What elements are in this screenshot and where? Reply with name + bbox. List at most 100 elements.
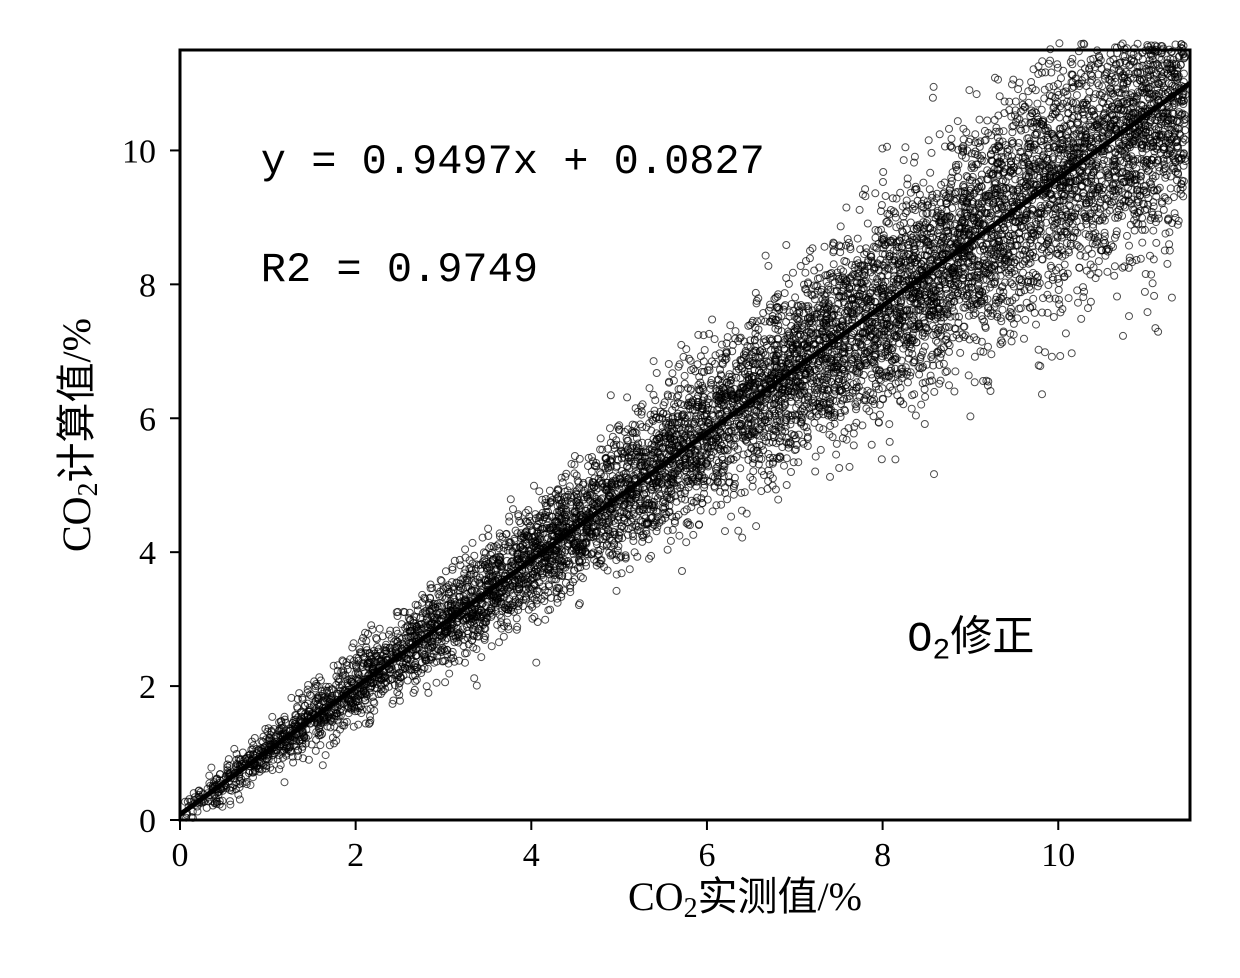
scatter-point — [976, 116, 983, 123]
scatter-point — [727, 322, 734, 329]
scatter-point — [830, 261, 837, 268]
scatter-point — [1056, 40, 1063, 47]
scatter-point — [433, 679, 440, 686]
chart-container: 02468100246810CO2实测值/%CO2计算值/%y = 0.9497… — [20, 20, 1220, 960]
scatter-point — [423, 683, 430, 690]
scatter-point — [1139, 239, 1146, 246]
scatter-point — [542, 616, 549, 623]
scatter-point — [690, 531, 697, 538]
scatter-point — [531, 482, 538, 489]
scatter-point — [368, 622, 375, 629]
scatter-point — [812, 453, 819, 460]
scatter-point — [607, 425, 614, 432]
scatter-point — [912, 412, 919, 419]
scatter-point — [478, 654, 485, 661]
scatter-point — [868, 441, 875, 448]
scatter-point — [624, 394, 631, 401]
scatter-point — [886, 421, 893, 428]
scatter-point — [1009, 81, 1016, 88]
scatter-point — [783, 318, 790, 325]
scatter-point — [1124, 232, 1131, 239]
scatter-point — [709, 316, 716, 323]
scatter-point — [1141, 288, 1148, 295]
scatter-point — [1034, 100, 1041, 107]
scatter-point — [711, 336, 718, 343]
scatter-point — [319, 762, 326, 769]
scatter-point — [954, 118, 961, 125]
scatter-point — [639, 401, 646, 408]
scatter-point — [646, 385, 653, 392]
scatter-point — [1021, 335, 1028, 342]
scatter-point — [1150, 227, 1157, 234]
scatter-point — [1166, 229, 1173, 236]
scatter-point — [792, 294, 799, 301]
scatter-chart: 02468100246810CO2实测值/%CO2计算值/%y = 0.9497… — [20, 20, 1220, 960]
scatter-point — [1033, 321, 1040, 328]
scatter-point — [1009, 281, 1016, 288]
scatter-point — [462, 546, 469, 553]
scatter-point — [350, 723, 357, 730]
scatter-point — [765, 262, 772, 269]
scatter-point — [1104, 268, 1111, 275]
scatter-point — [812, 468, 819, 475]
scatter-point — [1126, 242, 1133, 249]
scatter-point — [597, 435, 604, 442]
scatter-point — [802, 269, 809, 276]
scatter-point — [952, 368, 959, 375]
scatter-point — [922, 393, 929, 400]
scatter-point — [879, 145, 886, 152]
scatter-point — [999, 339, 1006, 346]
scatter-point — [880, 169, 887, 176]
scatter-point — [749, 483, 756, 490]
scatter-point — [676, 532, 683, 539]
scatter-point — [929, 94, 936, 101]
scatter-point — [965, 372, 972, 379]
scatter-point — [288, 694, 295, 701]
scatter-point — [206, 772, 213, 779]
scatter-point — [1028, 79, 1035, 86]
scatter-point — [765, 467, 772, 474]
scatter-point — [920, 179, 927, 186]
scatter-point — [911, 391, 918, 398]
scatter-point — [533, 659, 540, 666]
scatter-point — [1095, 258, 1102, 265]
scatter-point — [679, 568, 686, 575]
scatter-point — [1020, 269, 1027, 276]
scatter-point — [1019, 93, 1026, 100]
scatter-point — [984, 117, 991, 124]
scatter-point — [507, 496, 514, 503]
scatter-point — [1168, 294, 1175, 301]
scatter-point — [930, 83, 937, 90]
scatter-point — [730, 491, 737, 498]
scatter-point — [667, 537, 674, 544]
scatter-point — [1073, 92, 1080, 99]
scatter-point — [827, 473, 834, 480]
scatter-point — [758, 488, 765, 495]
scatter-point — [664, 546, 671, 553]
scatter-point — [946, 125, 953, 132]
scatter-point — [931, 471, 938, 478]
scatter-point — [613, 571, 620, 578]
scatter-point — [488, 643, 495, 650]
scatter-point — [536, 488, 543, 495]
scatter-point — [510, 506, 517, 513]
scatter-point — [781, 462, 788, 469]
scatter-point — [709, 508, 716, 515]
scatter-point — [236, 796, 243, 803]
scatter-point — [775, 496, 782, 503]
scatter-point — [687, 357, 694, 364]
scatter-point — [1144, 309, 1151, 316]
scatter-point — [349, 644, 356, 651]
scatter-point — [442, 679, 449, 686]
scatter-point — [946, 382, 953, 389]
scatter-point — [1126, 313, 1133, 320]
scatter-point — [988, 351, 995, 358]
scatter-point — [900, 157, 907, 164]
scatter-point — [872, 190, 879, 197]
scatter-point — [700, 358, 707, 365]
scatter-point — [877, 411, 884, 418]
scatter-point — [697, 507, 704, 514]
scatter-point — [972, 131, 979, 138]
scatter-point — [1087, 298, 1094, 305]
scatter-point — [350, 640, 357, 647]
